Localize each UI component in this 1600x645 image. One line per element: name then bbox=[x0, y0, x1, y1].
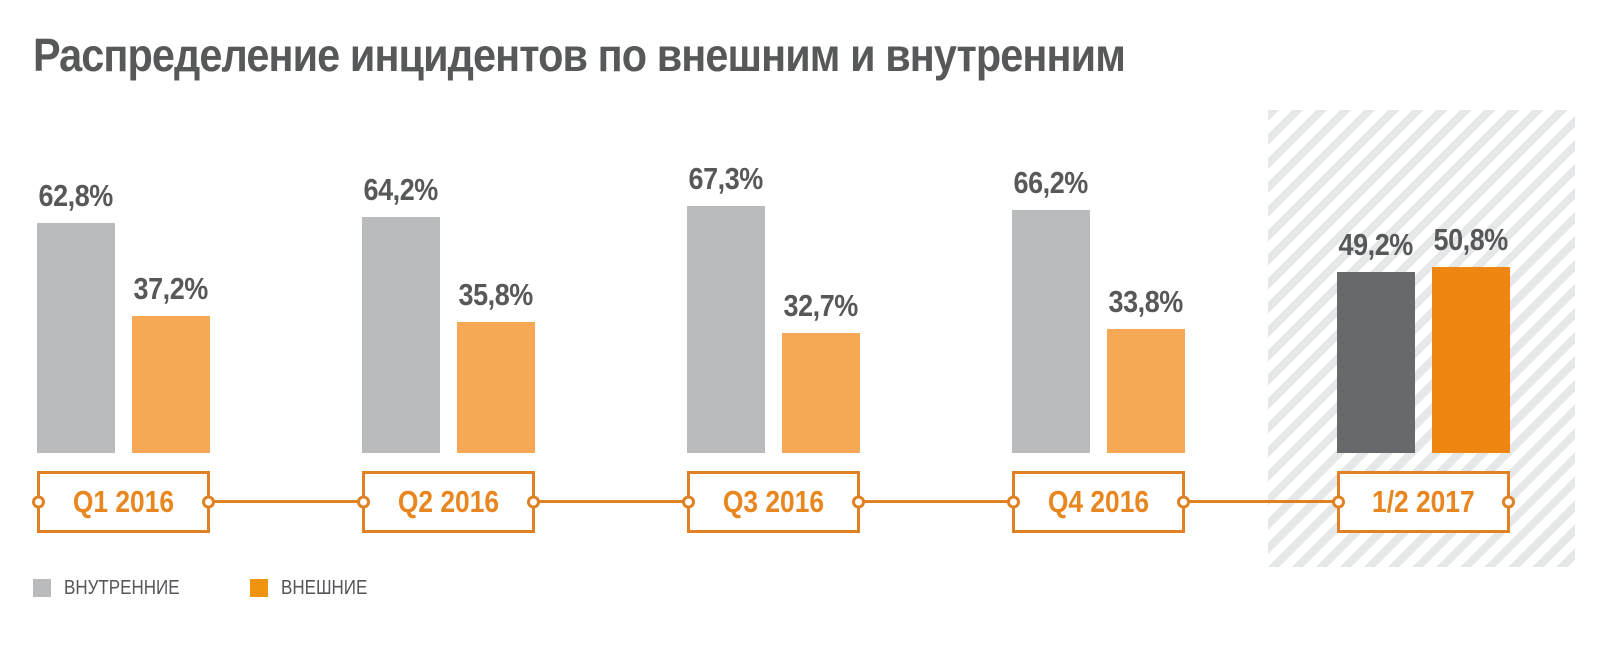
category-box: 1/2 2017 bbox=[1332, 471, 1515, 533]
internal-legend-swatch bbox=[33, 579, 51, 597]
connector-node-right bbox=[527, 495, 540, 509]
external-bar bbox=[132, 316, 210, 453]
legend-item-internal: ВНУТРЕННИЕ bbox=[33, 577, 200, 599]
external-bar-column: 33,8% bbox=[1107, 286, 1185, 453]
category-label: Q4 2016 bbox=[1047, 484, 1150, 519]
internal-value-label: 62,8% bbox=[38, 178, 114, 213]
external-bar-column: 50,8% bbox=[1432, 224, 1510, 453]
internal-bar bbox=[687, 206, 765, 453]
external-bar bbox=[1432, 267, 1510, 453]
legend-item-external: ВНЕШНИЕ bbox=[250, 577, 383, 599]
external-bar bbox=[782, 333, 860, 453]
external-bar-column: 32,7% bbox=[782, 290, 860, 453]
connector-node-right bbox=[1502, 495, 1515, 509]
connector-node-left bbox=[357, 495, 370, 509]
category-box: Q1 2016 bbox=[32, 471, 215, 533]
connector-node-left bbox=[1332, 495, 1345, 509]
category-label: Q2 2016 bbox=[397, 484, 500, 519]
chart-title: Распределение инцидентов по внешним и вн… bbox=[33, 29, 1126, 81]
category-box: Q3 2016 bbox=[682, 471, 865, 533]
external-value-label: 37,2% bbox=[133, 271, 209, 306]
connector-line-q2-q3 bbox=[535, 500, 687, 503]
chart-group-q3-2016: 67,3% 32,7% Q3 2016 bbox=[682, 0, 865, 645]
category-label: 1/2 2017 bbox=[1372, 484, 1475, 519]
internal-bar-column: 62,8% bbox=[37, 180, 115, 453]
chart-group-half-2017: 49,2% 50,8% 1/2 2017 bbox=[1332, 0, 1515, 645]
external-legend-swatch bbox=[250, 579, 268, 597]
category-box: Q4 2016 bbox=[1007, 471, 1190, 533]
internal-bar bbox=[1337, 272, 1415, 453]
internal-value-label: 49,2% bbox=[1338, 227, 1414, 262]
external-bar-column: 35,8% bbox=[457, 279, 535, 453]
internal-bar-column: 67,3% bbox=[687, 163, 765, 453]
category-label: Q1 2016 bbox=[72, 484, 175, 519]
internal-bar-column: 66,2% bbox=[1012, 167, 1090, 453]
external-value-label: 50,8% bbox=[1433, 222, 1509, 257]
connector-node-left bbox=[32, 495, 45, 509]
connector-node-left bbox=[682, 495, 695, 509]
chart-group-q1-2016: 62,8% 37,2% Q1 2016 bbox=[32, 0, 215, 645]
external-value-label: 35,8% bbox=[458, 277, 534, 312]
category-label: Q3 2016 bbox=[722, 484, 825, 519]
external-legend-label: ВНЕШНИЕ bbox=[281, 576, 368, 599]
category-box: Q2 2016 bbox=[357, 471, 540, 533]
internal-bar bbox=[362, 217, 440, 453]
internal-legend-label: ВНУТРЕННИЕ bbox=[64, 576, 180, 599]
external-value-label: 32,7% bbox=[783, 288, 859, 323]
external-bar bbox=[1107, 329, 1185, 453]
connector-line-q3-q4 bbox=[860, 500, 1012, 503]
external-bar bbox=[457, 322, 535, 453]
connector-line-q4-2017 bbox=[1185, 500, 1337, 503]
internal-value-label: 64,2% bbox=[363, 172, 439, 207]
internal-bar bbox=[37, 223, 115, 453]
chart-group-q4-2016: 66,2% 33,8% Q4 2016 bbox=[1007, 0, 1190, 645]
connector-node-right bbox=[202, 495, 215, 509]
external-value-label: 33,8% bbox=[1108, 284, 1184, 319]
chart-group-q2-2016: 64,2% 35,8% Q2 2016 bbox=[357, 0, 540, 645]
internal-bar bbox=[1012, 210, 1090, 453]
connector-node-left bbox=[1007, 495, 1020, 509]
connector-node-right bbox=[1177, 495, 1190, 509]
connector-node-right bbox=[852, 495, 865, 509]
internal-bar-column: 49,2% bbox=[1337, 229, 1415, 453]
connector-line-q1-q2 bbox=[210, 500, 362, 503]
external-bar-column: 37,2% bbox=[132, 273, 210, 453]
internal-bar-column: 64,2% bbox=[362, 174, 440, 453]
internal-value-label: 67,3% bbox=[688, 161, 764, 196]
internal-value-label: 66,2% bbox=[1013, 165, 1089, 200]
